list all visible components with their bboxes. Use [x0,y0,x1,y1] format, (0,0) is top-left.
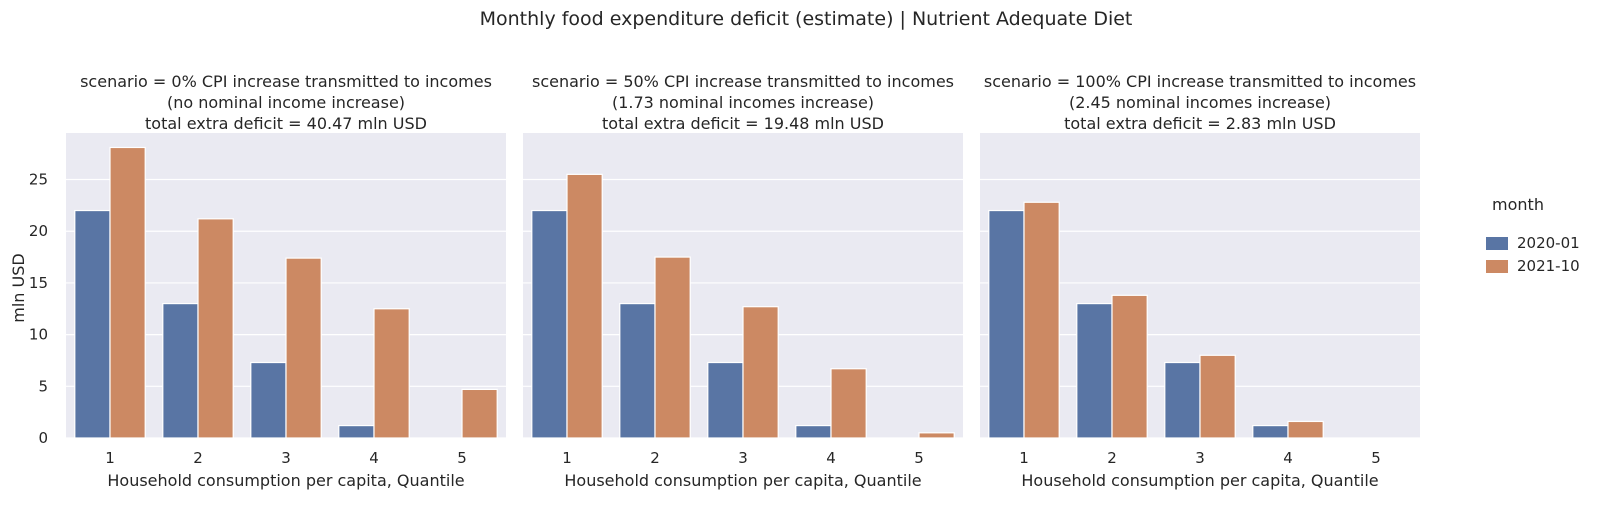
x-tick-label: 1 [105,449,115,467]
panel-title-line: (1.73 nominal incomes increase) [612,93,874,112]
bar-2020-01-q4 [795,424,832,439]
panel-3: 1 2 3 4 5 Household consumption per capita, Q… [980,72,1420,490]
y-tick-label: 5 [38,377,48,395]
x-tick-label: 5 [457,449,467,467]
bar-2021-10-q3 [742,306,779,439]
bar-2021-10-q4 [1287,420,1324,439]
x-tick-label: 4 [1283,449,1293,467]
x-tick-label: 3 [1195,449,1205,467]
y-tick-label: 15 [29,274,48,292]
panel-title-line: scenario = 100% CPI increase transmitted… [984,72,1416,91]
bar-2021-10-q1 [109,146,146,439]
panel-title-line: (no nominal income increase) [167,93,405,112]
x-tick-label: 2 [1107,449,1117,467]
bar-2020-01-q1 [74,209,111,439]
x-tick-label: 5 [914,449,924,467]
bar-2020-01-q2 [1076,302,1113,439]
bar-2021-10-q3 [285,257,322,439]
x-tick-label: 5 [1371,449,1381,467]
x-tick-label: 4 [369,449,379,467]
x-tick-label: 3 [738,449,748,467]
panel-title-line: scenario = 0% CPI increase transmitted t… [80,72,492,91]
bar-2021-10-q4 [830,368,867,439]
panel-2: 1 2 3 4 5 Household consumption per capita, Q… [523,72,963,490]
x-tick-label: 3 [281,449,291,467]
y-tick-label: 20 [29,222,48,240]
panel-title-line: total extra deficit = 19.48 mln USD [602,114,884,133]
figure-title: Monthly food expenditure deficit (estima… [480,8,1133,30]
legend-title: month [1492,195,1544,214]
legend-swatch [1486,260,1508,273]
bar-2020-01-q1 [988,209,1025,439]
bar-2020-01-q3 [250,361,287,439]
legend: month 2020-01 2021-10 [1486,195,1580,275]
x-tick-label: 4 [826,449,836,467]
bar-2020-01-q2 [162,302,199,439]
y-axis-label: mln USD [9,253,28,322]
x-axis-label: Household consumption per capita, Quanti… [1021,471,1378,490]
bar-2020-01-q2 [619,302,656,439]
bar-2021-10-q5 [918,432,955,439]
bar-2020-01-q3 [1164,361,1201,439]
y-tick-label: 10 [29,326,48,344]
panel-title-line: total extra deficit = 2.83 mln USD [1064,114,1336,133]
panel-1: 0 5 10 15 20 25 1 2 3 4 5 Household consumption per… [29,72,506,490]
bar-2021-10-q2 [1111,294,1148,439]
bar-2021-10-q2 [654,256,691,439]
panel-title-line: total extra deficit = 40.47 mln USD [145,114,427,133]
y-tick-label: 25 [29,171,48,189]
bar-2021-10-q4 [373,308,410,439]
y-tick-label: 0 [38,429,48,447]
bar-2020-01-q4 [338,424,375,439]
panel-title-line: scenario = 50% CPI increase transmitted … [532,72,954,91]
bar-2021-10-q3 [1199,354,1236,439]
x-axis-label: Household consumption per capita, Quanti… [107,471,464,490]
x-tick-label: 1 [1019,449,1029,467]
bar-2021-10-q1 [566,173,603,439]
legend-swatch [1486,237,1508,250]
bar-2021-10-q5 [461,388,498,439]
bar-2020-01-q3 [707,361,744,439]
bar-2021-10-q1 [1023,201,1060,439]
bar-2020-01-q1 [531,209,568,439]
panel-title-line: (2.45 nominal incomes increase) [1069,93,1331,112]
legend-entry-label: 2021-10 [1517,257,1580,275]
x-tick-label: 2 [193,449,203,467]
x-tick-label: 1 [562,449,572,467]
x-tick-label: 2 [650,449,660,467]
bar-2020-01-q4 [1252,424,1289,439]
x-axis-label: Household consumption per capita, Quanti… [564,471,921,490]
bar-2021-10-q2 [197,218,234,439]
legend-entry-label: 2020-01 [1517,234,1580,252]
